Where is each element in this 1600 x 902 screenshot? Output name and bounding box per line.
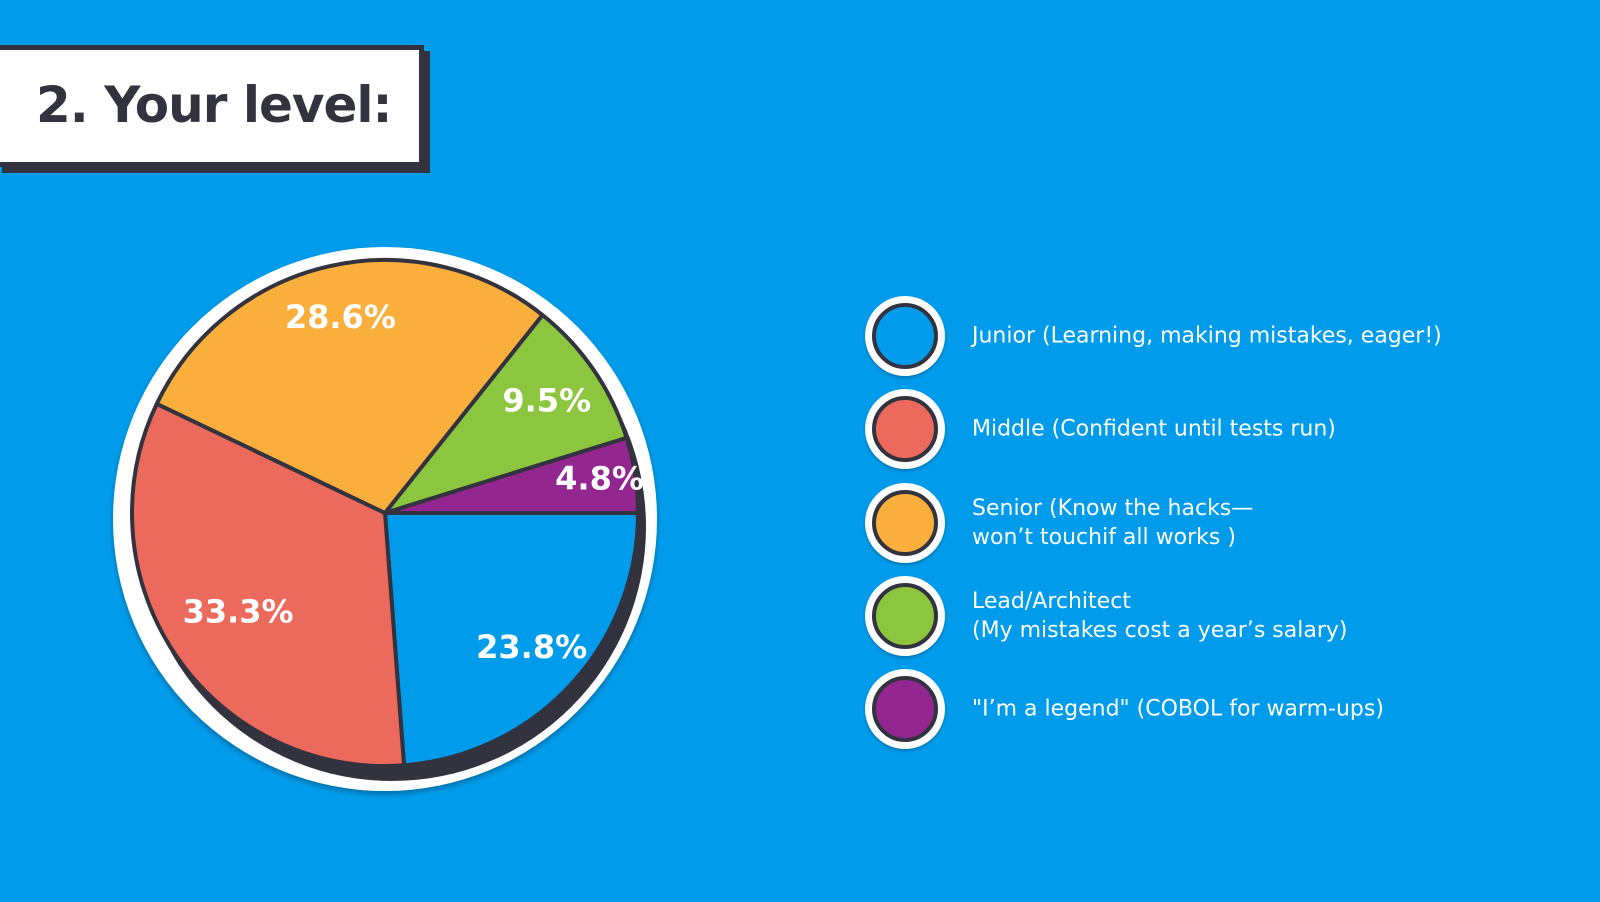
legend-label-junior: Junior (Learning, making mistakes, eager… (972, 323, 1442, 349)
pie-slice-junior (383, 511, 640, 768)
legend-swatch-lead (865, 576, 945, 656)
pie-slice-lead (383, 313, 629, 515)
pie-label-middle: 33.3% (183, 593, 294, 631)
pie-label-senior: 28.6% (285, 298, 396, 336)
legend-label-lead: Lead/Architect (My mistakes cost a year’… (972, 589, 1348, 643)
legend-swatch-fill-senior (872, 490, 938, 556)
legend-swatch-fill-legend (872, 676, 938, 742)
pie-slice-middle (130, 401, 407, 768)
legend-swatch-fill-junior (872, 303, 938, 369)
page-title: 2. Your level: (36, 76, 393, 134)
pie-labels: 23.8% 33.3% 28.6% 9.5% 4.8% (183, 298, 644, 666)
legend-label-legend: "I’m a legend" (COBOL for warm-ups) (972, 696, 1384, 722)
legend-swatch-senior (865, 483, 945, 563)
legend-label-senior: Senior (Know the hacks— won’t touchif al… (972, 496, 1254, 550)
legend-item-senior: Senior (Know the hacks— won’t touchif al… (865, 483, 1505, 563)
pie-slice-senior (154, 258, 545, 515)
pie-label-legend: 4.8% (555, 459, 644, 497)
legend-item-lead: Lead/Architect (My mistakes cost a year’… (865, 576, 1505, 656)
legend-item-legend: "I’m a legend" (COBOL for warm-ups) (865, 669, 1505, 749)
legend-item-middle: Middle (Confident until tests run) (865, 389, 1505, 469)
legend-swatch-legend (865, 669, 945, 749)
legend-swatch-middle (865, 389, 945, 469)
legend-label-middle: Middle (Confident until tests run) (972, 416, 1336, 442)
legend-swatch-junior (865, 296, 945, 376)
pie-label-junior: 23.8% (476, 628, 587, 666)
legend-swatch-fill-middle (872, 396, 938, 462)
legend-swatch-fill-lead (872, 583, 938, 649)
pie-slice-legend (383, 435, 640, 515)
legend-item-junior: Junior (Learning, making mistakes, eager… (865, 296, 1505, 376)
pie-slices (130, 258, 640, 768)
title-box: 2. Your level: (0, 45, 424, 167)
pie-chart: 23.8% 33.3% 28.6% 9.5% 4.8% (113, 247, 657, 791)
pie-label-lead: 9.5% (502, 381, 591, 419)
